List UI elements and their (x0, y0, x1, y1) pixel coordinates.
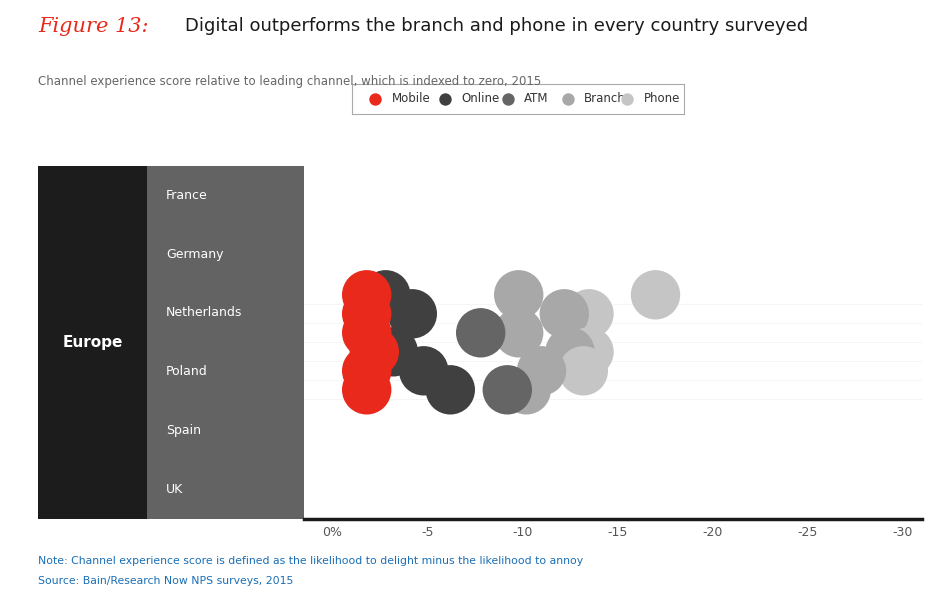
Text: UK: UK (166, 483, 183, 496)
Point (619, 94, 635, 104)
Text: Digital outperforms the branch and phone in every country surveyed: Digital outperforms the branch and phone… (185, 17, 808, 35)
Text: Branch: Branch (584, 92, 626, 106)
Circle shape (494, 270, 543, 319)
Circle shape (494, 308, 543, 357)
Circle shape (399, 346, 448, 395)
Circle shape (426, 365, 475, 414)
Circle shape (369, 327, 418, 376)
Text: Figure 13:: Figure 13: (38, 17, 148, 36)
Circle shape (361, 270, 410, 319)
Text: Spain: Spain (166, 424, 201, 437)
Text: Note: Channel experience score is defined as the likelihood to delight minus the: Note: Channel experience score is define… (38, 556, 583, 565)
Text: Poland: Poland (166, 365, 208, 378)
Text: ATM: ATM (524, 92, 549, 106)
Circle shape (631, 270, 680, 319)
Circle shape (540, 289, 589, 338)
Point (437, 94, 452, 104)
Circle shape (342, 365, 391, 414)
Circle shape (342, 270, 391, 319)
Circle shape (342, 346, 391, 395)
Text: Mobile: Mobile (391, 92, 430, 106)
Circle shape (517, 346, 566, 395)
Circle shape (564, 289, 614, 338)
Circle shape (545, 327, 595, 376)
Text: Europe: Europe (63, 335, 123, 350)
Circle shape (456, 308, 505, 357)
Text: Online: Online (462, 92, 500, 106)
Circle shape (388, 289, 437, 338)
Text: Source: Bain/Research Now NPS surveys, 2015: Source: Bain/Research Now NPS surveys, 2… (38, 576, 294, 586)
Circle shape (564, 327, 614, 376)
Circle shape (559, 346, 608, 395)
Text: Channel experience score relative to leading channel, which is indexed to zero, : Channel experience score relative to lea… (38, 75, 542, 88)
Circle shape (342, 289, 391, 338)
Circle shape (502, 365, 551, 414)
Text: Germany: Germany (166, 247, 223, 260)
Circle shape (342, 308, 391, 357)
Text: Phone: Phone (644, 92, 680, 106)
Point (500, 94, 515, 104)
Circle shape (483, 365, 532, 414)
Point (367, 94, 382, 104)
Text: Netherlands: Netherlands (166, 306, 242, 319)
Text: France: France (166, 188, 208, 202)
Point (560, 94, 576, 104)
Circle shape (350, 327, 399, 376)
